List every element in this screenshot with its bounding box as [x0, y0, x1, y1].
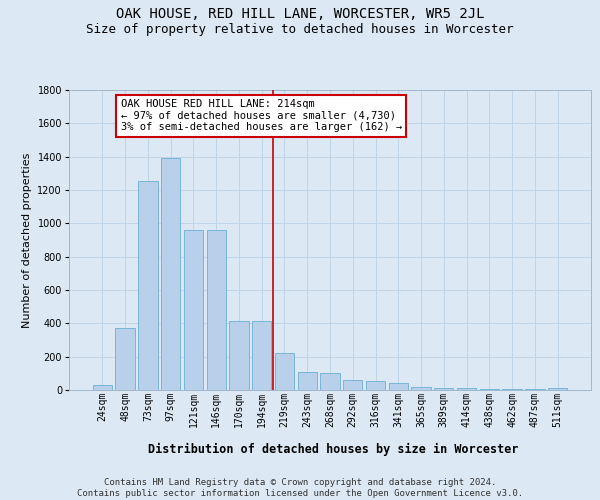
- Bar: [115, 328, 135, 390]
- Bar: [206, 230, 226, 390]
- Bar: [457, 388, 476, 390]
- Y-axis label: Number of detached properties: Number of detached properties: [22, 152, 32, 328]
- Bar: [138, 181, 158, 390]
- Bar: [525, 389, 545, 390]
- Bar: [502, 389, 522, 390]
- Bar: [320, 374, 340, 390]
- Bar: [161, 158, 181, 390]
- Bar: [366, 381, 385, 390]
- Text: Distribution of detached houses by size in Worcester: Distribution of detached houses by size …: [148, 442, 518, 456]
- Bar: [343, 380, 362, 390]
- Bar: [548, 388, 567, 390]
- Bar: [389, 384, 408, 390]
- Text: Contains HM Land Registry data © Crown copyright and database right 2024.
Contai: Contains HM Land Registry data © Crown c…: [77, 478, 523, 498]
- Bar: [93, 385, 112, 390]
- Bar: [298, 372, 317, 390]
- Bar: [252, 321, 271, 390]
- Bar: [479, 389, 499, 390]
- Bar: [434, 388, 454, 390]
- Bar: [412, 386, 431, 390]
- Text: OAK HOUSE, RED HILL LANE, WORCESTER, WR5 2JL: OAK HOUSE, RED HILL LANE, WORCESTER, WR5…: [116, 8, 484, 22]
- Bar: [229, 321, 248, 390]
- Bar: [184, 230, 203, 390]
- Text: Size of property relative to detached houses in Worcester: Size of property relative to detached ho…: [86, 22, 514, 36]
- Bar: [275, 352, 294, 390]
- Text: OAK HOUSE RED HILL LANE: 214sqm
← 97% of detached houses are smaller (4,730)
3% : OAK HOUSE RED HILL LANE: 214sqm ← 97% of…: [121, 99, 402, 132]
